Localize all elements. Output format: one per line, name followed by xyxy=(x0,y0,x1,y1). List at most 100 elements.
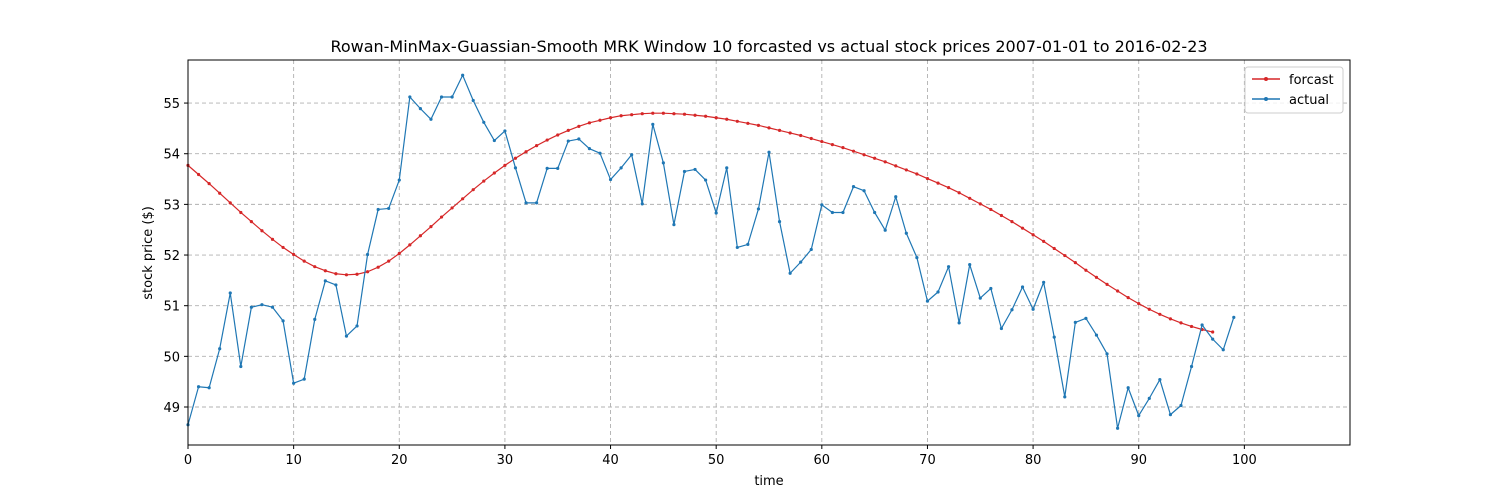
data-point-forcast xyxy=(978,202,982,206)
data-point-actual xyxy=(228,291,232,295)
y-tick-label: 53 xyxy=(163,198,180,213)
data-point-forcast xyxy=(809,136,813,141)
data-point-forcast xyxy=(503,163,507,167)
data-point-forcast xyxy=(894,164,898,168)
data-point-forcast xyxy=(1116,289,1120,293)
data-point-forcast xyxy=(439,215,444,219)
y-axis-label: stock price ($) xyxy=(141,206,156,300)
data-point-forcast xyxy=(1168,317,1173,321)
data-point-actual xyxy=(302,377,306,381)
legend-label-actual: actual xyxy=(1289,93,1329,108)
data-point-forcast xyxy=(777,128,782,133)
data-point-actual xyxy=(756,207,761,211)
data-point-actual xyxy=(218,347,222,351)
x-tick-label: 40 xyxy=(602,453,619,468)
data-point-actual xyxy=(376,207,380,212)
data-point-forcast xyxy=(873,156,877,160)
data-point-forcast xyxy=(323,269,327,273)
data-point-actual xyxy=(820,203,824,207)
series-line-actual xyxy=(187,74,1235,429)
data-point-forcast xyxy=(577,124,581,128)
y-tick-label: 54 xyxy=(163,148,180,163)
data-point-forcast xyxy=(862,153,866,157)
data-point-forcast xyxy=(207,182,211,186)
data-point-forcast xyxy=(1063,253,1067,258)
data-point-actual xyxy=(334,283,338,287)
data-point-forcast xyxy=(471,188,475,192)
data-point-actual xyxy=(672,223,676,227)
y-ticks: 49 50 51 52 53 54 55 xyxy=(163,97,188,416)
data-point-forcast xyxy=(704,114,708,118)
data-point-forcast xyxy=(1105,282,1109,287)
x-tick-label: 10 xyxy=(285,453,302,468)
data-point-actual xyxy=(946,265,951,269)
data-point-actual xyxy=(1137,414,1141,418)
data-point-forcast xyxy=(334,272,338,276)
data-point-forcast xyxy=(429,225,433,229)
data-point-forcast xyxy=(270,237,275,241)
data-point-actual xyxy=(397,178,401,182)
data-point-actual xyxy=(1147,396,1151,400)
data-point-forcast xyxy=(651,111,655,115)
data-point-actual xyxy=(904,231,908,235)
data-point-forcast xyxy=(1211,330,1215,334)
x-tick-label: 50 xyxy=(708,453,725,468)
data-point-forcast xyxy=(999,213,1004,218)
data-point-forcast xyxy=(524,150,528,154)
data-point-actual xyxy=(640,202,644,206)
data-point-actual xyxy=(429,117,433,121)
data-point-forcast xyxy=(661,111,665,115)
data-point-actual xyxy=(355,324,359,328)
data-point-forcast xyxy=(556,133,560,137)
y-tick-label: 51 xyxy=(163,300,180,315)
data-point-forcast xyxy=(513,156,518,160)
data-point-forcast xyxy=(1126,295,1130,300)
data-point-forcast xyxy=(693,113,697,117)
data-point-forcast xyxy=(682,112,687,116)
data-point-forcast xyxy=(883,160,887,164)
data-point-forcast xyxy=(735,119,739,123)
y-tick-label: 49 xyxy=(163,401,180,416)
data-point-actual xyxy=(598,151,602,155)
data-point-forcast xyxy=(535,144,539,148)
data-point-forcast xyxy=(365,270,370,274)
data-point-actual xyxy=(471,98,475,103)
data-point-actual xyxy=(1010,308,1014,312)
data-point-forcast xyxy=(756,123,761,127)
data-point-actual xyxy=(725,166,729,170)
data-point-forcast xyxy=(492,171,496,175)
data-point-actual xyxy=(556,166,560,171)
data-point-actual xyxy=(651,122,655,126)
data-point-actual xyxy=(915,255,919,260)
data-point-forcast xyxy=(1147,307,1151,311)
data-point-actual xyxy=(788,271,792,275)
data-point-actual xyxy=(894,195,898,199)
data-point-actual xyxy=(281,319,285,323)
data-point-actual xyxy=(1116,426,1120,430)
y-tick-label: 52 xyxy=(163,249,180,264)
data-point-actual xyxy=(524,201,528,205)
data-point-actual xyxy=(1189,364,1194,369)
data-point-forcast xyxy=(1189,324,1194,329)
data-point-actual xyxy=(270,305,275,309)
x-tick-label: 80 xyxy=(1025,453,1042,468)
data-point-actual xyxy=(492,138,496,143)
data-point-forcast xyxy=(281,245,285,250)
data-point-forcast xyxy=(1179,321,1183,325)
legend-marker-actual xyxy=(1264,97,1268,101)
data-point-actual xyxy=(1020,285,1025,289)
data-point-actual xyxy=(873,210,877,215)
data-point-forcast xyxy=(1084,268,1088,272)
data-point-forcast xyxy=(788,131,792,135)
series-layer xyxy=(186,73,1236,430)
data-point-actual xyxy=(693,167,697,172)
data-point-actual xyxy=(249,305,253,309)
legend-label-forcast: forcast xyxy=(1289,73,1334,88)
data-point-actual xyxy=(1052,335,1056,339)
data-point-forcast xyxy=(925,176,930,181)
y-tick-label: 50 xyxy=(163,350,180,365)
data-point-forcast xyxy=(450,206,454,210)
data-point-forcast xyxy=(630,113,634,117)
data-point-forcast xyxy=(566,128,570,133)
data-point-forcast xyxy=(482,179,486,183)
